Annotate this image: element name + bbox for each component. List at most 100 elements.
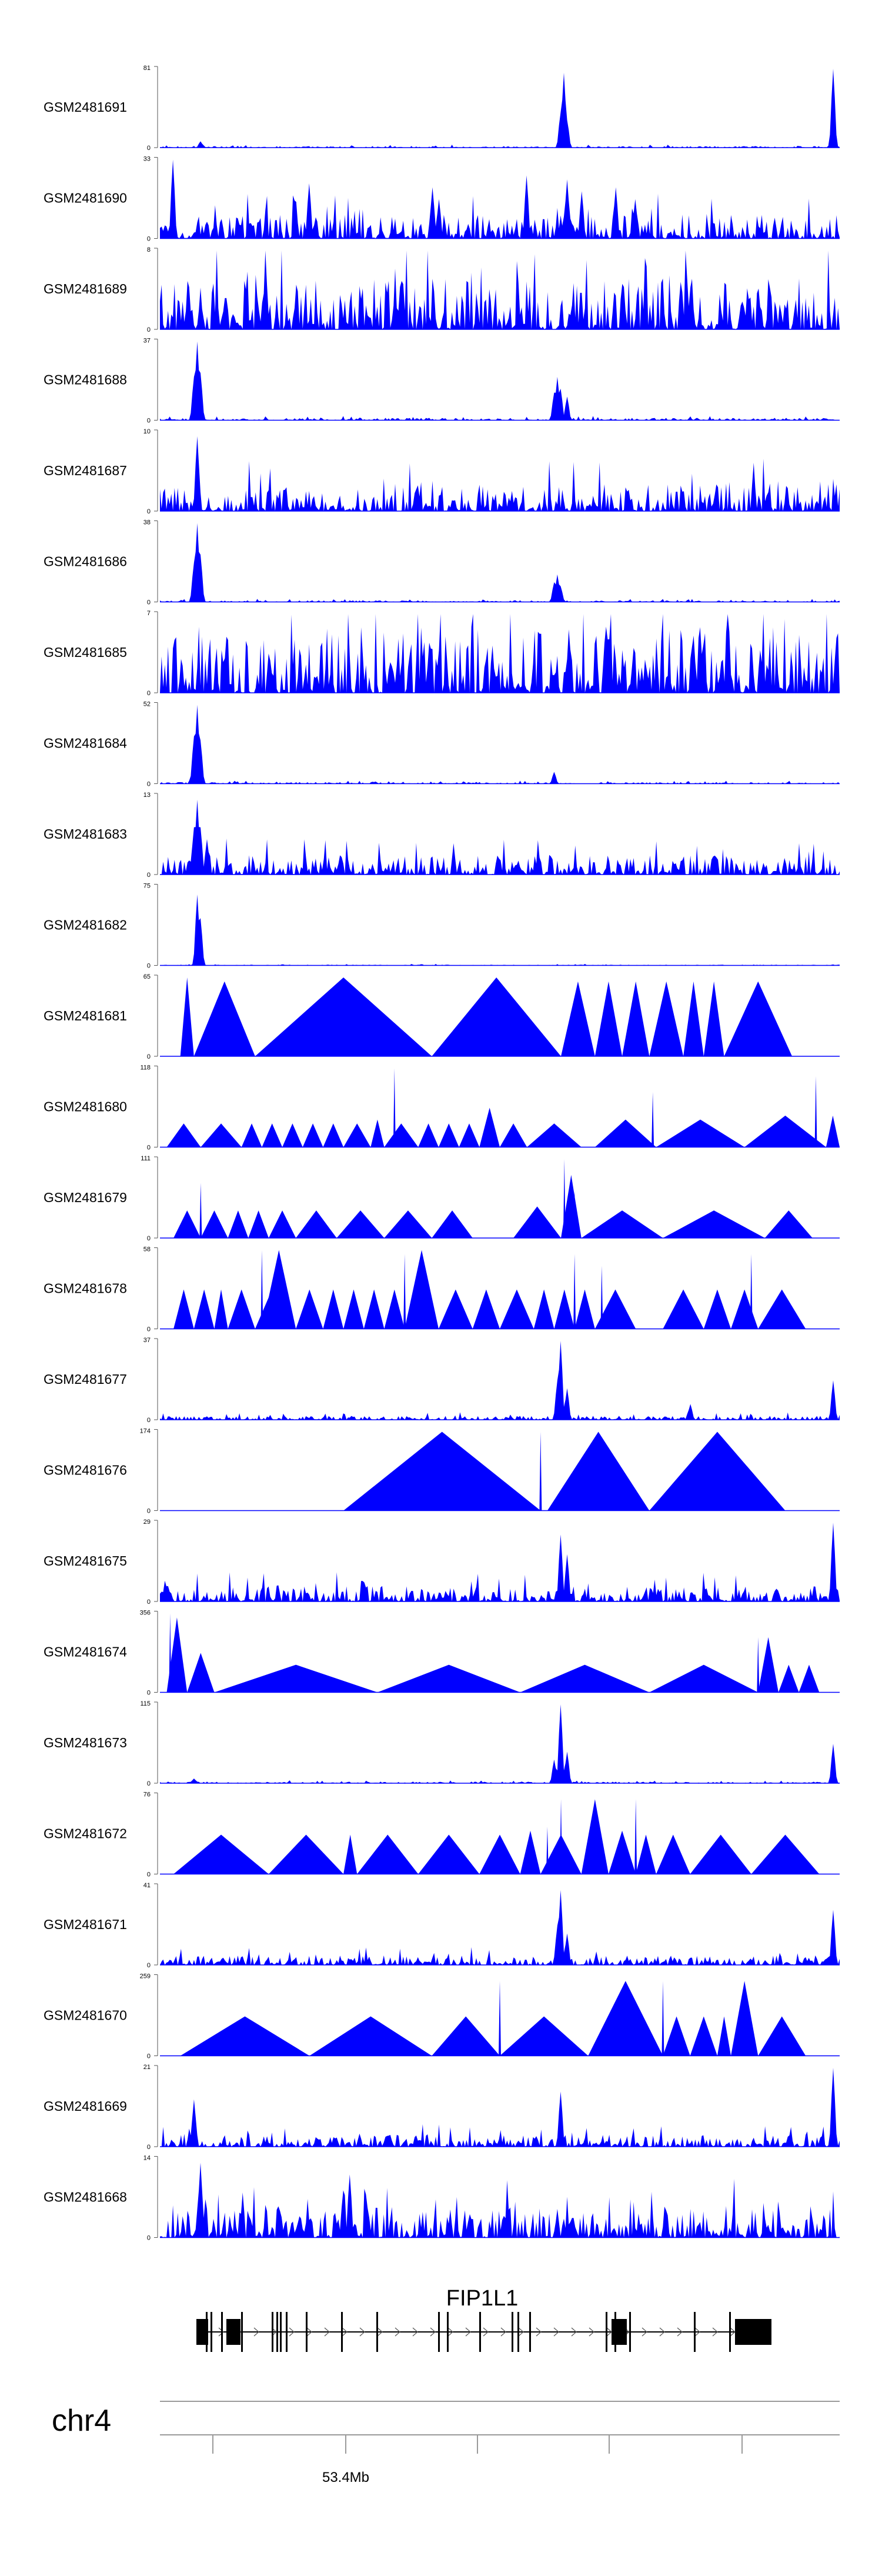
chromosome-axis: chr4 53.4Mb [52, 2401, 840, 2485]
track-GSM2481671: GSM2481671 41 0 [44, 1882, 840, 1969]
track-min-value: 0 [147, 1599, 151, 1606]
signal-area [160, 705, 840, 784]
track-max-value: 65 [143, 973, 151, 980]
signal-peak [384, 1210, 432, 1238]
track-label: GSM2481679 [44, 1190, 127, 1205]
track-label: GSM2481668 [44, 2190, 127, 2205]
signal-peak [323, 1289, 344, 1329]
track-min-value: 0 [147, 1326, 151, 1333]
signal-peak [594, 1119, 656, 1147]
signal-spike [560, 1799, 563, 1874]
signal-peak [336, 1210, 385, 1238]
signal-peak [432, 1210, 473, 1238]
track-GSM2481690: GSM2481690 33 0 [44, 156, 840, 243]
signal-peak [262, 1250, 296, 1329]
signal-peak [690, 2016, 717, 2056]
track-label: GSM2481673 [44, 1735, 127, 1750]
strand-arrow [430, 2327, 436, 2337]
signal-peak [826, 1115, 840, 1147]
track-label: GSM2481686 [44, 554, 127, 569]
track-max-value: 29 [143, 1519, 151, 1526]
signal-spike [199, 1183, 202, 1238]
track-max-value: 7 [147, 610, 151, 617]
track-max-value: 174 [140, 1428, 151, 1435]
track-GSM2481677: GSM2481677 37 0 [44, 1337, 840, 1424]
signal-peak [268, 1834, 344, 1874]
signal-peak [343, 1123, 371, 1147]
gene-exon [606, 2312, 607, 2352]
gene-exon [612, 2319, 627, 2345]
track-min-value: 0 [147, 1508, 151, 1515]
track-label: GSM2481685 [44, 645, 127, 660]
signal-spike [563, 1159, 566, 1238]
signal-peak [683, 981, 704, 1056]
strand-arrow [359, 2327, 365, 2337]
track-GSM2481679: GSM2481679 111 0 [44, 1155, 840, 1242]
track-max-value: 41 [143, 1882, 151, 1889]
track-GSM2481680: GSM2481680 118 0 [44, 1065, 840, 1152]
signal-peak [764, 1210, 813, 1238]
signal-peak [357, 1834, 419, 1874]
signal-peak [500, 1289, 534, 1329]
track-max-value: 58 [143, 1246, 151, 1253]
signal-area [160, 159, 840, 239]
chromosome-label: chr4 [52, 2404, 111, 2438]
track-max-value: 13 [143, 792, 151, 799]
track-label: GSM2481682 [44, 917, 127, 933]
signal-peak [343, 1289, 364, 1329]
gene-exon [479, 2312, 481, 2352]
signal-peak [622, 981, 650, 1056]
strand-arrow [289, 2327, 295, 2337]
strand-arrow [694, 2327, 700, 2337]
signal-area [160, 894, 840, 966]
track-max-value: 52 [143, 701, 151, 708]
signal-peak [649, 1432, 786, 1511]
track-max-value: 118 [140, 1065, 151, 1072]
signal-peak [472, 1289, 500, 1329]
signal-area [160, 1341, 840, 1420]
signal-peak [479, 1834, 520, 1874]
track-min-value: 0 [147, 690, 151, 697]
track-label: GSM2481671 [44, 1917, 127, 1932]
signal-peak [173, 1289, 194, 1329]
track-GSM2481672: GSM2481672 76 0 [44, 1791, 840, 1878]
strand-arrow [395, 2327, 400, 2337]
track-max-value: 21 [143, 2064, 151, 2071]
signal-peak [799, 1664, 820, 1693]
signal-peak [731, 1981, 759, 2056]
track-GSM2481681: GSM2481681 65 0 [44, 973, 840, 1060]
strand-arrow [589, 2327, 594, 2337]
signal-peak [663, 2016, 690, 2056]
signal-spike [814, 1076, 817, 1147]
strand-arrow [536, 2327, 542, 2337]
signal-spike [662, 1981, 664, 2056]
signal-peak [187, 1653, 215, 1693]
signal-peak [649, 981, 684, 1056]
signal-peak [166, 1123, 201, 1147]
signal-peak [636, 1834, 656, 1874]
signal-area [160, 614, 840, 693]
track-label: GSM2481683 [44, 826, 127, 842]
gene-exon [735, 2319, 771, 2345]
track-min-value: 0 [147, 599, 151, 606]
signal-peak [432, 2016, 500, 2056]
signal-spike [260, 1250, 263, 1329]
track-label: GSM2481688 [44, 372, 127, 388]
signal-peak [438, 1123, 459, 1147]
track-min-value: 0 [147, 1235, 151, 1242]
signal-peak [296, 1210, 337, 1238]
track-GSM2481691: GSM2481691 81 0 [44, 65, 840, 152]
signal-peak [778, 1664, 799, 1693]
signal-peak [608, 1830, 636, 1874]
signal-peak [432, 977, 562, 1056]
signal-spike [652, 1092, 654, 1147]
gene-exon [226, 2319, 240, 2345]
signal-peak [533, 1289, 554, 1329]
signal-spike [169, 1613, 172, 1693]
signal-peak [717, 2016, 731, 2056]
strand-arrow [553, 2327, 559, 2337]
track-GSM2481686: GSM2481686 38 0 [44, 519, 840, 606]
track-label: GSM2481687 [44, 463, 127, 478]
signal-peak [418, 1834, 480, 1874]
gene-exon [529, 2312, 531, 2352]
